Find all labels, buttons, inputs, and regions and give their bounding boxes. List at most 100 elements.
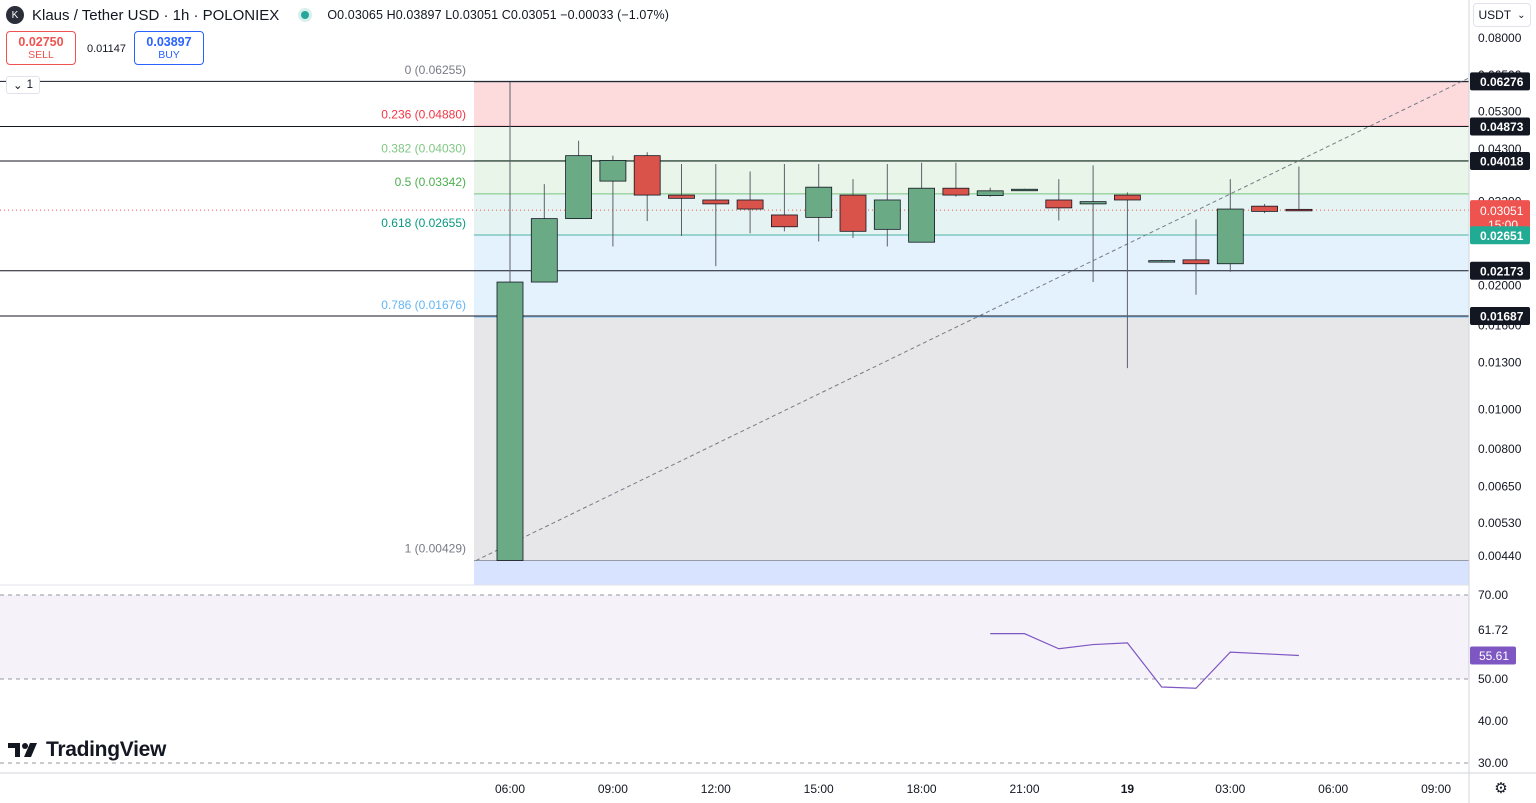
time-tick-label: 19 — [1121, 782, 1135, 796]
candle-up — [496, 281, 524, 561]
candle-up — [873, 199, 901, 230]
indicators-toggle-button[interactable]: ⌄ 1 — [6, 76, 41, 94]
fib-level-label: 1 (0.00429) — [405, 542, 466, 556]
candle-up — [805, 186, 833, 218]
gear-icon[interactable]: ⚙ — [1494, 780, 1508, 797]
candle-down — [1114, 194, 1141, 201]
spread-value: 0.01147 — [87, 43, 126, 55]
symbol-logo-icon: K — [6, 6, 24, 24]
horizontal-line-price-badge-bg — [1470, 117, 1530, 136]
horizontal-line-price-badge: 0.06276 — [1480, 75, 1524, 89]
horizontal-line-price-badge: 0.02173 — [1480, 264, 1524, 278]
horizontal-line-price-badge: 0.04873 — [1480, 120, 1524, 134]
main-pane — [0, 0, 1469, 585]
time-tick-label: 09:00 — [1421, 782, 1451, 796]
fib-level-label: 0 (0.06255) — [405, 63, 466, 77]
green-price-badge-bg — [1470, 226, 1530, 245]
price-tick-label: 0.01000 — [1478, 402, 1522, 416]
price-tick-label: 0.02000 — [1478, 279, 1522, 293]
candle-down — [668, 194, 695, 199]
fib-level-label: 0.5 (0.03342) — [395, 175, 466, 189]
price-tick-label: 0.05300 — [1478, 105, 1522, 119]
candle-up — [1216, 208, 1244, 265]
rsi-line — [990, 633, 1299, 689]
rsi-tick-label: 30.00 — [1478, 756, 1508, 770]
candle-down — [1285, 208, 1313, 212]
currency-unit-select[interactable]: USDT ⌄ — [1473, 3, 1531, 27]
fib-level-label: 0.786 (0.01676) — [381, 298, 466, 312]
fib-zone — [474, 126, 1469, 161]
candle-down — [736, 199, 764, 210]
candle-up — [908, 187, 935, 243]
rsi-tick-label: 40.00 — [1478, 714, 1508, 728]
candle-up — [565, 155, 592, 220]
candle-up — [1011, 188, 1038, 192]
time-tick-label: 06:00 — [1318, 782, 1348, 796]
candle-up — [599, 160, 627, 182]
tradingview-logo: TradingView — [8, 738, 166, 762]
candle-down — [942, 187, 970, 196]
candle-down — [1045, 199, 1073, 209]
candle-up — [976, 190, 1004, 197]
fib-level-label: 0.382 (0.04030) — [381, 141, 466, 155]
candle-down — [1251, 205, 1278, 212]
candle-down — [702, 199, 730, 205]
candle-up — [1079, 201, 1107, 205]
buy-button[interactable]: 0.03897 BUY — [134, 31, 204, 65]
time-tick-label: 15:00 — [804, 782, 834, 796]
rsi-tick-label: 50.00 — [1478, 672, 1508, 686]
buy-price: 0.03897 — [146, 34, 192, 49]
ohlc-readout: O0.03065 H0.03897 L0.03051 C0.03051 −0.0… — [327, 8, 670, 22]
candle-up — [1148, 260, 1176, 263]
rsi-tick-label: 61.72 — [1478, 623, 1508, 637]
horizontal-line-price-badge-bg — [1470, 261, 1530, 280]
candle-up — [530, 218, 558, 283]
fib-level-label: 0.236 (0.04880) — [381, 107, 466, 121]
chevron-down-icon: ⌄ — [13, 80, 23, 92]
horizontal-line-price-badge-bg — [1470, 151, 1530, 170]
horizontal-line-price-badge-bg — [1470, 72, 1530, 91]
rsi-band — [0, 595, 1469, 679]
green-price-badge: 0.02651 — [1480, 229, 1524, 243]
horizontal-line-price-badge: 0.04018 — [1480, 154, 1524, 168]
price-tick-label: 0.00440 — [1478, 549, 1522, 563]
fib-zone — [474, 193, 1469, 235]
price-tick-label: 0.01300 — [1478, 356, 1522, 370]
symbol-title[interactable]: Klaus / Tether USD · 1h · POLONIEX — [32, 6, 280, 24]
buy-label: BUY — [158, 48, 180, 61]
time-tick-label: 12:00 — [701, 782, 731, 796]
last-price-badge-bg — [1470, 200, 1530, 233]
chevron-down-icon: ⌄ — [1517, 9, 1526, 21]
rsi-value-badge-bg — [1470, 646, 1516, 665]
last-price-badge: 0.03051 — [1480, 204, 1524, 218]
time-tick-label: 09:00 — [598, 782, 628, 796]
fib-level-label: 0.618 (0.02655) — [381, 216, 466, 230]
fib-zone — [474, 560, 1469, 585]
candle-down — [1182, 259, 1210, 265]
horizontal-line-price-badge: 0.01687 — [1480, 309, 1524, 323]
price-tick-label: 0.08000 — [1478, 31, 1522, 45]
time-tick-label: 21:00 — [1009, 782, 1039, 796]
time-tick-label: 03:00 — [1215, 782, 1245, 796]
sell-button[interactable]: 0.02750 SELL — [6, 31, 76, 65]
candle-down — [839, 194, 867, 232]
fib-zone — [474, 317, 1469, 561]
currency-unit-label: USDT — [1478, 8, 1512, 22]
market-status-icon — [301, 11, 310, 19]
time-tick-label: 18:00 — [907, 782, 937, 796]
tradingview-mark-icon — [8, 743, 37, 757]
candle-down — [771, 214, 798, 228]
sell-price: 0.02750 — [18, 34, 64, 49]
price-tick-label: 0.00650 — [1478, 479, 1522, 493]
symbol-header: K Klaus / Tether USD · 1h · POLONIEX O0.… — [6, 4, 669, 26]
price-tick-label: 0.00530 — [1478, 516, 1522, 530]
rsi-value-badge: 55.61 — [1479, 649, 1509, 663]
fib-zone — [474, 81, 1469, 127]
fib-zone — [474, 234, 1469, 318]
time-tick-label: 06:00 — [495, 782, 525, 796]
brand-name: TradingView — [46, 738, 167, 761]
candle-down — [633, 155, 661, 196]
price-tick-label: 0.00800 — [1478, 442, 1522, 456]
sell-label: SELL — [28, 48, 54, 61]
